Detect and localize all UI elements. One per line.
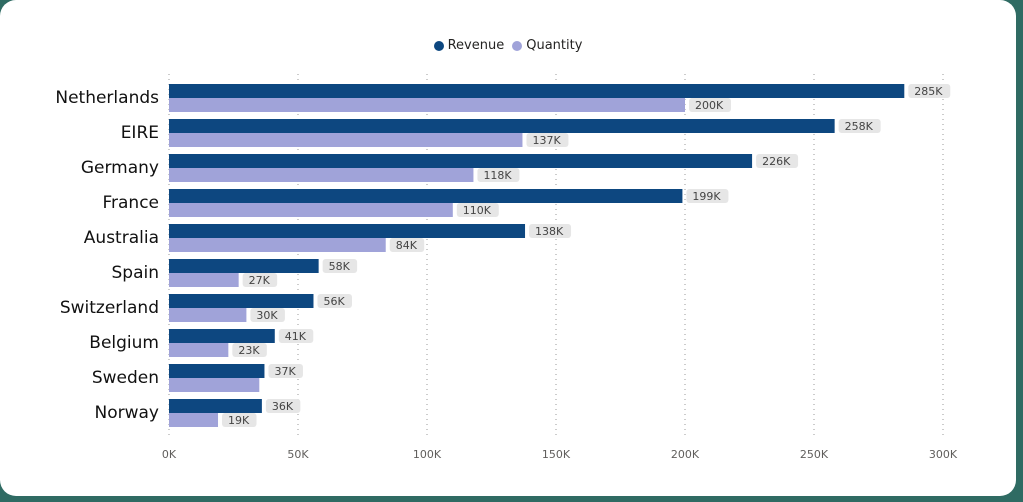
bar-revenue	[169, 399, 262, 413]
data-label-background	[250, 308, 285, 322]
data-label: 27K	[249, 274, 271, 287]
category-label: Netherlands	[55, 88, 159, 108]
data-label-background	[477, 168, 520, 182]
data-label: 118K	[483, 169, 512, 182]
data-label-background	[222, 413, 257, 427]
category-label: France	[102, 193, 159, 213]
data-label-background	[278, 329, 314, 343]
category-label: Switzerland	[60, 298, 159, 318]
data-label: 41K	[285, 330, 307, 343]
data-label: 84K	[396, 239, 418, 252]
bar-revenue	[169, 119, 835, 133]
category-label: Germany	[81, 158, 159, 178]
bar-revenue	[169, 259, 319, 273]
data-label-background	[317, 294, 352, 308]
category-label: EIRE	[121, 123, 159, 143]
legend-item-quantity[interactable]: Quantity	[512, 38, 582, 53]
bar-quantity	[169, 98, 685, 112]
bar-quantity	[169, 168, 474, 182]
data-label: 226K	[762, 155, 791, 168]
x-tick-label: 100K	[413, 448, 442, 461]
bar-revenue	[169, 84, 905, 98]
bar-quantity	[169, 413, 219, 427]
x-tick-label: 300K	[929, 448, 958, 461]
x-tick-label: 200K	[671, 448, 700, 461]
bar-quantity	[169, 133, 523, 147]
data-label-background	[456, 203, 499, 217]
bar-quantity	[169, 273, 239, 287]
data-label-background	[322, 259, 358, 273]
category-label: Norway	[95, 403, 160, 423]
data-label-background	[268, 364, 303, 378]
legend: Revenue Quantity	[0, 38, 1016, 53]
data-label: 23K	[238, 344, 260, 357]
bar-revenue	[169, 294, 314, 308]
data-label: 137K	[532, 134, 561, 147]
data-label-background	[526, 133, 569, 147]
data-label: 58K	[329, 260, 351, 273]
data-label-background	[265, 399, 301, 413]
legend-label-quantity: Quantity	[526, 38, 583, 53]
data-label: 19K	[228, 414, 250, 427]
legend-label-revenue: Revenue	[447, 38, 505, 53]
data-label-background	[529, 224, 572, 238]
data-label-background	[232, 343, 267, 357]
category-label: Australia	[84, 228, 159, 248]
bar-quantity	[169, 343, 229, 357]
data-label-background	[689, 98, 731, 112]
data-label: 199K	[692, 190, 721, 203]
data-label-background	[389, 238, 425, 252]
bar-revenue	[169, 224, 526, 238]
x-tick-label: 250K	[800, 448, 829, 461]
bar-quantity	[169, 378, 260, 392]
data-label: 138K	[535, 225, 564, 238]
category-label: Belgium	[89, 333, 159, 353]
data-label: 36K	[272, 400, 294, 413]
legend-item-revenue[interactable]: Revenue	[433, 38, 505, 53]
bar-quantity	[169, 238, 386, 252]
bar-revenue	[169, 329, 275, 343]
data-label: 56K	[323, 295, 345, 308]
x-tick-label: 150K	[542, 448, 571, 461]
data-label-background	[686, 189, 729, 203]
bar-revenue	[169, 189, 683, 203]
data-label: 258K	[845, 120, 874, 133]
x-tick-label: 50K	[287, 448, 309, 461]
category-label: Spain	[112, 263, 160, 283]
legend-dot-quantity-icon	[512, 40, 523, 51]
data-label: 200K	[695, 99, 724, 112]
data-label-background	[242, 273, 278, 287]
data-label: 30K	[256, 309, 278, 322]
bar-revenue	[169, 154, 753, 168]
legend-dot-revenue-icon	[433, 40, 444, 51]
data-label: 285K	[914, 85, 943, 98]
data-label-background	[756, 154, 799, 168]
data-label: 37K	[274, 365, 296, 378]
bar-quantity	[169, 308, 247, 322]
x-tick-label: 0K	[162, 448, 177, 461]
data-label: 110K	[463, 204, 492, 217]
category-label: Sweden	[92, 368, 159, 388]
bar-quantity	[169, 203, 453, 217]
data-label-background	[838, 119, 881, 133]
bar-revenue	[169, 364, 265, 378]
data-label-background	[908, 84, 951, 98]
